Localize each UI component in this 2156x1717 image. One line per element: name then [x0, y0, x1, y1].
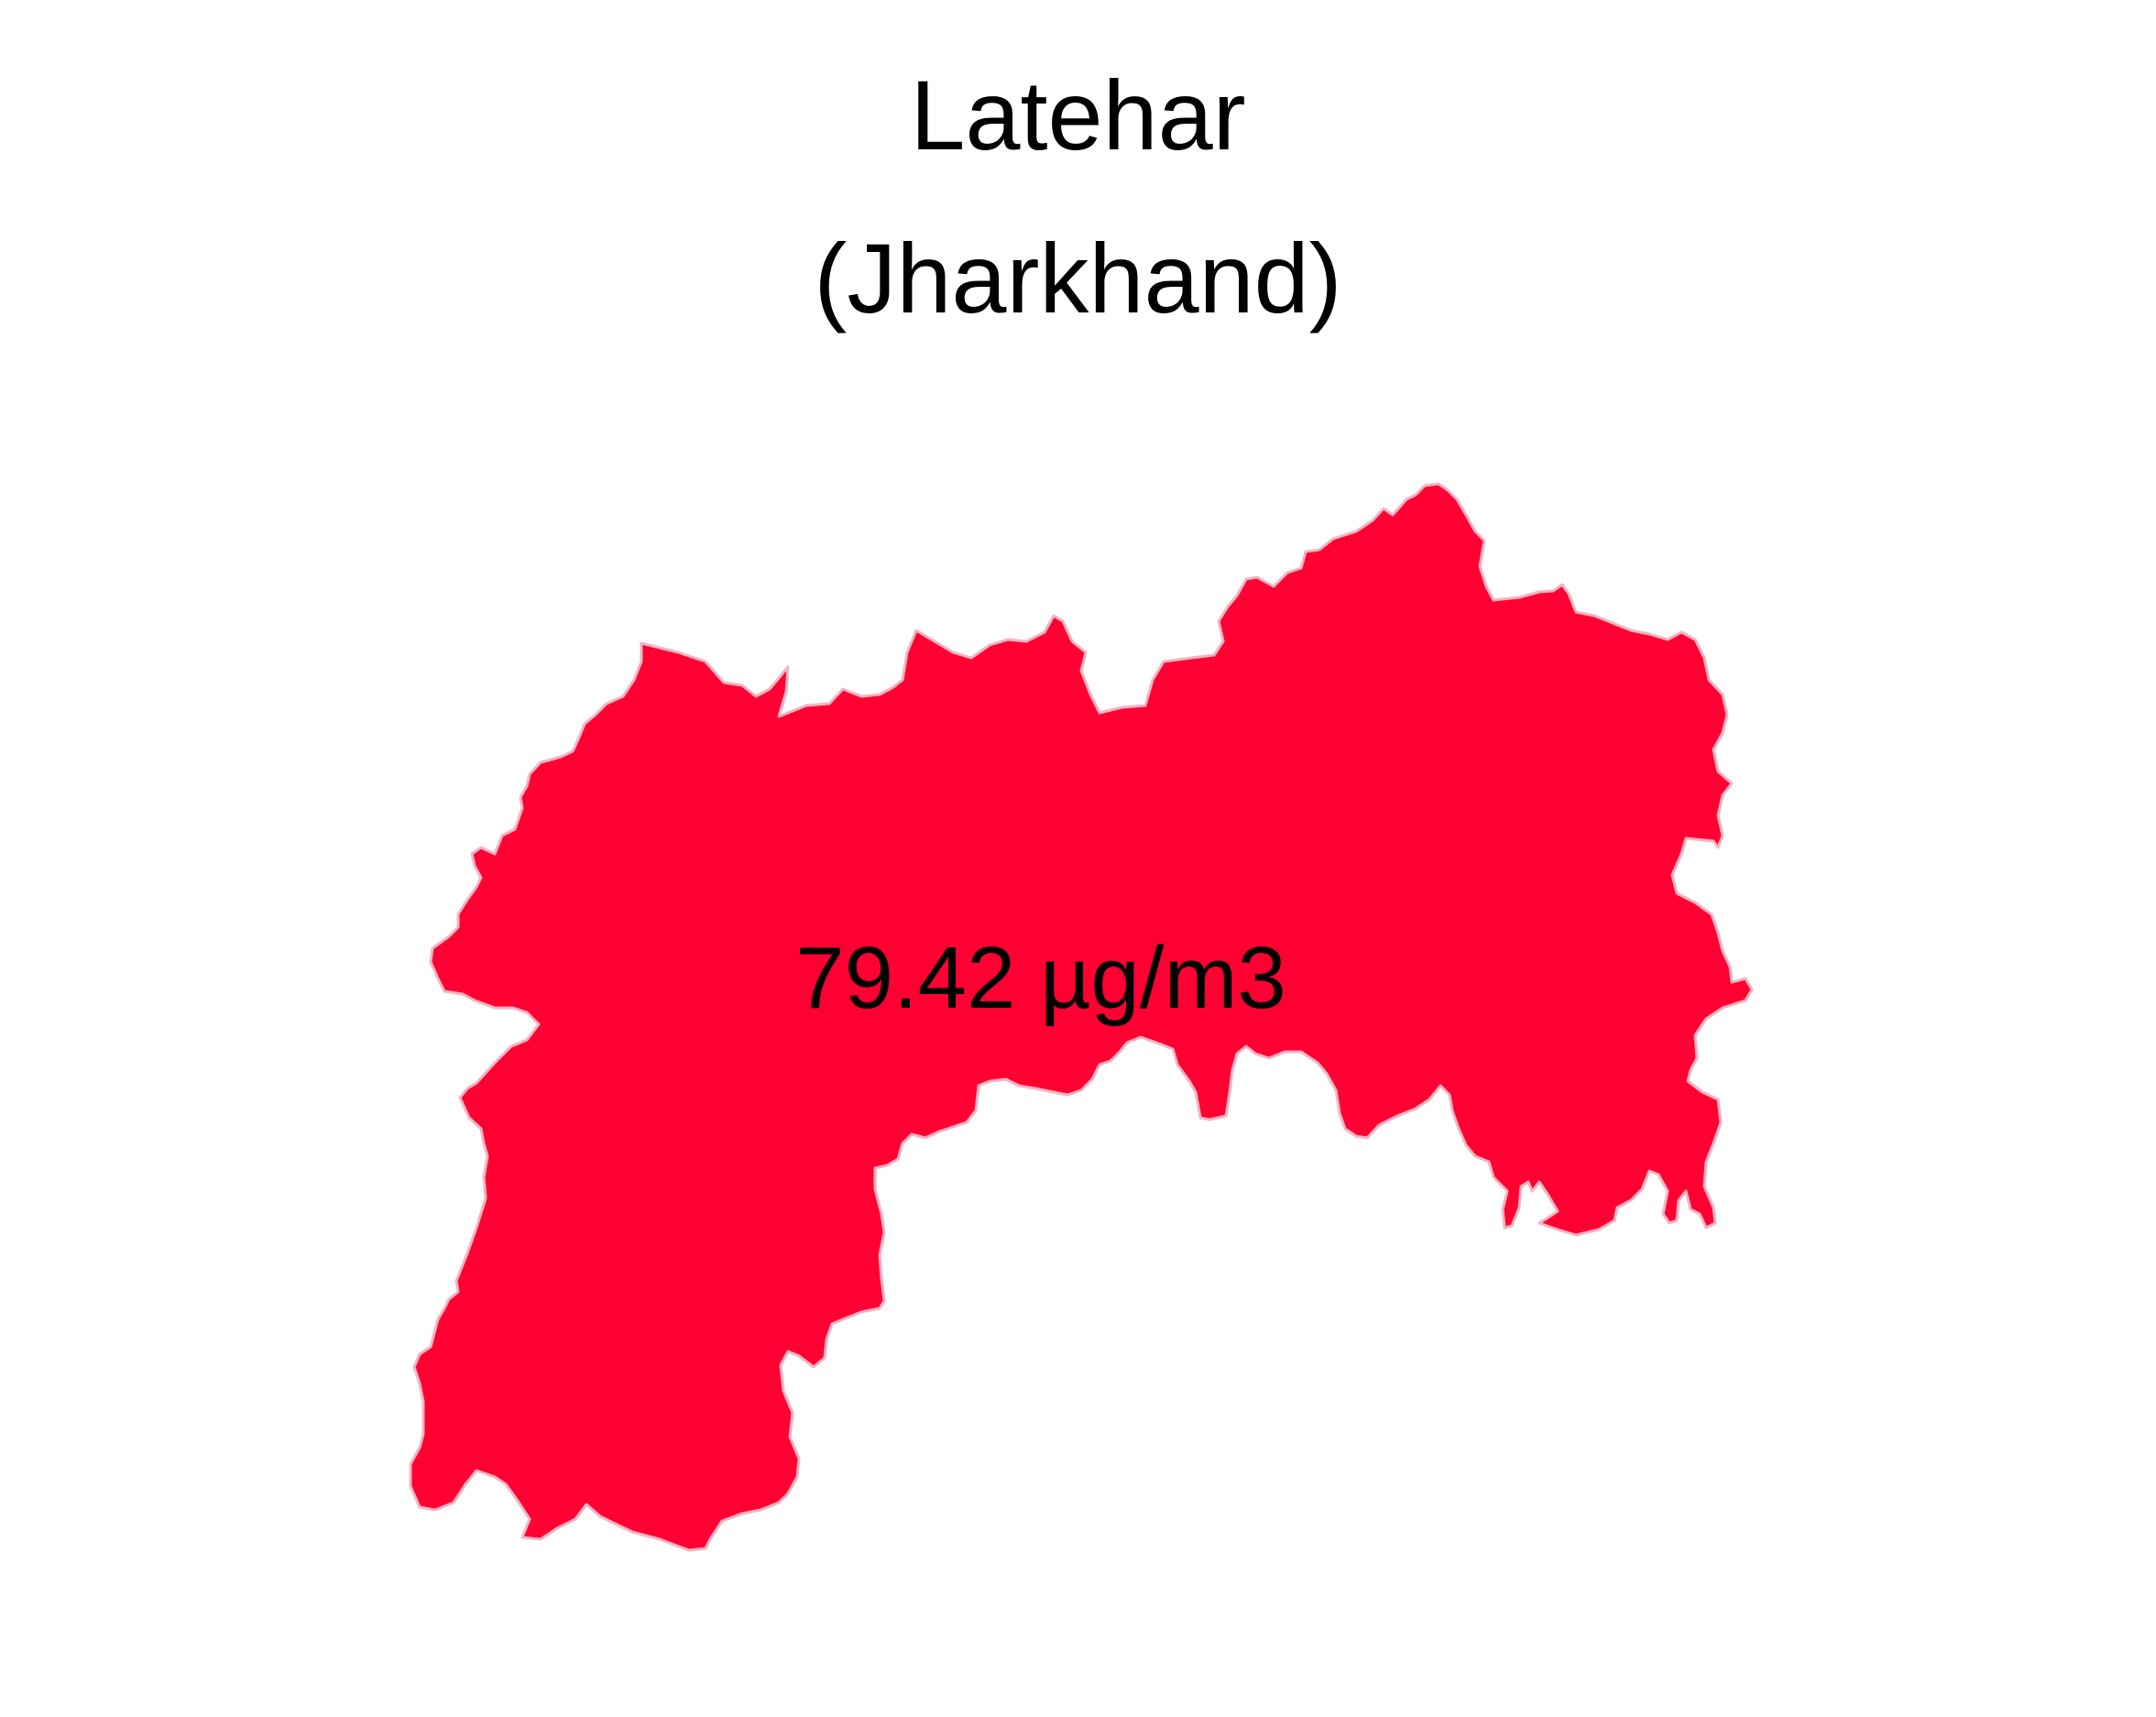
- map-title: Latehar: [910, 60, 1246, 170]
- district-region-latehar: [409, 482, 1754, 1552]
- map-subtitle: (Jharkhand): [814, 223, 1342, 334]
- region-value-label: 79.42 µg/m3: [795, 929, 1286, 1027]
